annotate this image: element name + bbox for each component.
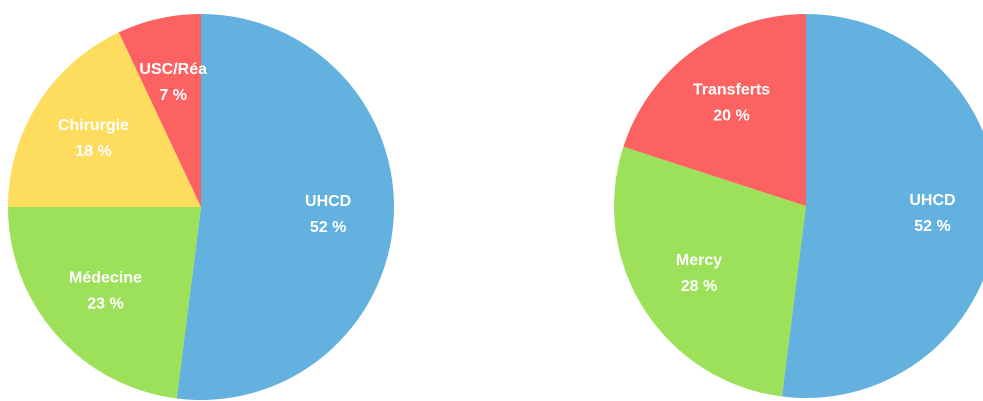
slice-label: Mercy bbox=[676, 252, 722, 269]
slice-label: UHCD bbox=[909, 192, 955, 209]
pie-slice bbox=[623, 14, 806, 206]
pie-slice bbox=[781, 14, 983, 398]
slice-value-label: 20 % bbox=[713, 108, 749, 125]
slice-value-label: 7 % bbox=[159, 87, 187, 104]
slice-value-label: 23 % bbox=[87, 295, 123, 312]
slice-value-label: 52 % bbox=[914, 218, 950, 235]
slice-value-label: 18 % bbox=[75, 143, 111, 160]
slice-label: USC/Réa bbox=[139, 61, 207, 78]
slice-label: Chirurgie bbox=[58, 117, 129, 134]
slice-label: Transferts bbox=[693, 82, 770, 99]
pie-slice bbox=[614, 146, 806, 397]
pie-slice bbox=[118, 14, 201, 207]
pie-slice bbox=[8, 32, 201, 207]
pie-slice bbox=[8, 207, 201, 399]
slice-label: Médecine bbox=[69, 269, 142, 286]
slice-value-label: 28 % bbox=[681, 278, 717, 295]
slice-label: UHCD bbox=[305, 193, 351, 210]
pie-slice bbox=[176, 14, 394, 400]
slice-value-label: 52 % bbox=[310, 219, 346, 236]
